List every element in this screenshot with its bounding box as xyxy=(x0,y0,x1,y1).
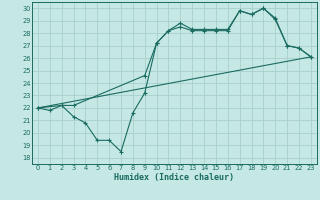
X-axis label: Humidex (Indice chaleur): Humidex (Indice chaleur) xyxy=(115,173,234,182)
